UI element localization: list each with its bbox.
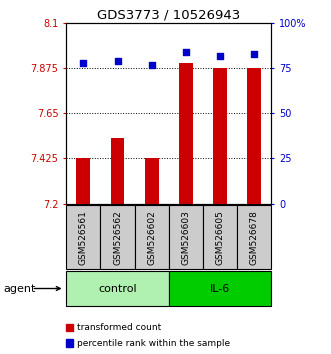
Bar [169, 271, 271, 306]
Bar [179, 63, 193, 204]
Text: GSM526602: GSM526602 [147, 210, 156, 265]
Bar [145, 158, 159, 204]
Point [252, 51, 257, 57]
Bar [203, 205, 237, 269]
Text: IL-6: IL-6 [210, 284, 230, 293]
Bar [100, 205, 135, 269]
Text: GSM526562: GSM526562 [113, 210, 122, 265]
Text: GSM526603: GSM526603 [181, 210, 190, 265]
Bar [213, 68, 227, 204]
Point [149, 62, 154, 67]
Point [183, 49, 189, 55]
Text: GSM526605: GSM526605 [215, 210, 225, 265]
Bar [66, 205, 100, 269]
Bar [111, 138, 124, 204]
Bar [66, 271, 169, 306]
Text: GSM526561: GSM526561 [79, 210, 88, 265]
Point [115, 58, 120, 64]
Title: GDS3773 / 10526943: GDS3773 / 10526943 [97, 9, 240, 22]
Bar [169, 205, 203, 269]
Text: agent: agent [3, 284, 36, 293]
Point [217, 53, 223, 58]
Bar [248, 68, 261, 204]
Text: percentile rank within the sample: percentile rank within the sample [77, 339, 230, 348]
Bar [135, 205, 169, 269]
Point [81, 60, 86, 65]
Text: control: control [98, 284, 137, 293]
Bar [237, 205, 271, 269]
Bar [76, 158, 90, 204]
Text: transformed count: transformed count [77, 323, 161, 332]
Text: GSM526678: GSM526678 [250, 210, 259, 265]
